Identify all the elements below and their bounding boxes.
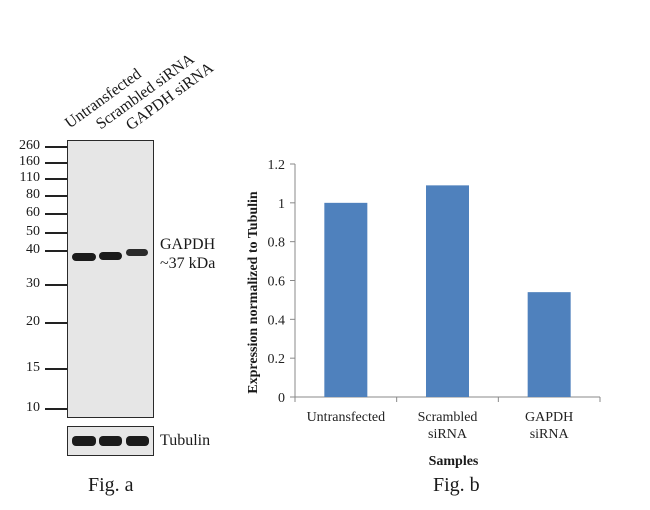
gapdh-label: GAPDH — [160, 236, 216, 253]
figure-a-label: Fig. a — [88, 474, 134, 496]
mw-marker-260: 260 — [19, 138, 40, 153]
x-tick-label: GAPDH siRNA — [525, 410, 573, 442]
mw-tick — [45, 178, 67, 180]
tubulin-band-scrambled — [99, 436, 122, 446]
gapdh-annotation: GAPDH ~37 kDa — [160, 235, 215, 273]
y-tick-label: 1.2 — [268, 158, 286, 173]
y-tick-label: 1 — [278, 197, 285, 212]
y-tick-label: 0.8 — [268, 236, 286, 251]
y-tick-label: 0.4 — [268, 313, 286, 328]
mw-marker-160: 160 — [19, 154, 40, 169]
x-tick-label-line: Untransfected — [307, 410, 386, 425]
y-tick-label: 0.6 — [268, 275, 286, 290]
mw-tick — [45, 162, 67, 164]
gapdh-size-label: ~37 kDa — [160, 255, 216, 273]
mw-marker-110: 110 — [19, 170, 40, 185]
tubulin-blot — [67, 426, 154, 456]
mw-marker-40: 40 — [26, 242, 40, 257]
x-tick-label-line: siRNA — [530, 427, 570, 442]
y-tick-label: 0.2 — [268, 352, 286, 367]
x-tick-label-line: siRNA — [428, 427, 468, 442]
mw-tick — [45, 322, 67, 324]
mw-tick — [45, 368, 67, 370]
gapdh-band-untransfected — [72, 253, 96, 261]
x-tick-label: Scrambled siRNA — [418, 410, 478, 442]
mw-marker-60: 60 — [26, 205, 40, 220]
gapdh-band-scrambled — [99, 252, 122, 260]
bar-untransfected — [324, 202, 368, 397]
mw-marker-15: 15 — [26, 360, 40, 375]
mw-marker-20: 20 — [26, 314, 40, 329]
gapdh-band-gapdh-sirna — [126, 249, 148, 256]
mw-tick — [45, 195, 67, 197]
mw-marker-10: 10 — [26, 400, 40, 415]
mw-tick — [45, 408, 67, 410]
x-tick-label: Untransfected — [307, 410, 386, 425]
bar-scrambled-sirna — [426, 185, 469, 397]
y-tick-label: 0 — [278, 391, 285, 406]
x-axis-title: Samples — [429, 454, 479, 469]
bar-gapdh-sirna — [527, 292, 571, 397]
tubulin-band-untransfected — [72, 436, 96, 446]
x-tick-label-line: GAPDH — [525, 410, 573, 425]
expression-bar-chart: 0 0.2 0.4 0.6 0.8 1 1.2 Untransfected Scrambled s… — [246, 158, 601, 469]
x-tick-label-line: Scrambled — [418, 410, 478, 425]
mw-tick — [45, 213, 67, 215]
mw-tick — [45, 146, 67, 148]
mw-tick — [45, 284, 67, 286]
mw-tick — [45, 232, 67, 234]
gapdh-blot — [67, 140, 154, 418]
mw-tick — [45, 250, 67, 252]
tubulin-band-gapdh-sirna — [126, 436, 149, 446]
mw-marker-80: 80 — [26, 187, 40, 202]
tubulin-label: Tubulin — [160, 432, 211, 449]
mw-marker-50: 50 — [26, 224, 40, 239]
figure-b-label: Fig. b — [433, 474, 480, 496]
y-axis-title: Expression normalized to Tubulin — [246, 191, 261, 394]
mw-marker-30: 30 — [26, 276, 40, 291]
